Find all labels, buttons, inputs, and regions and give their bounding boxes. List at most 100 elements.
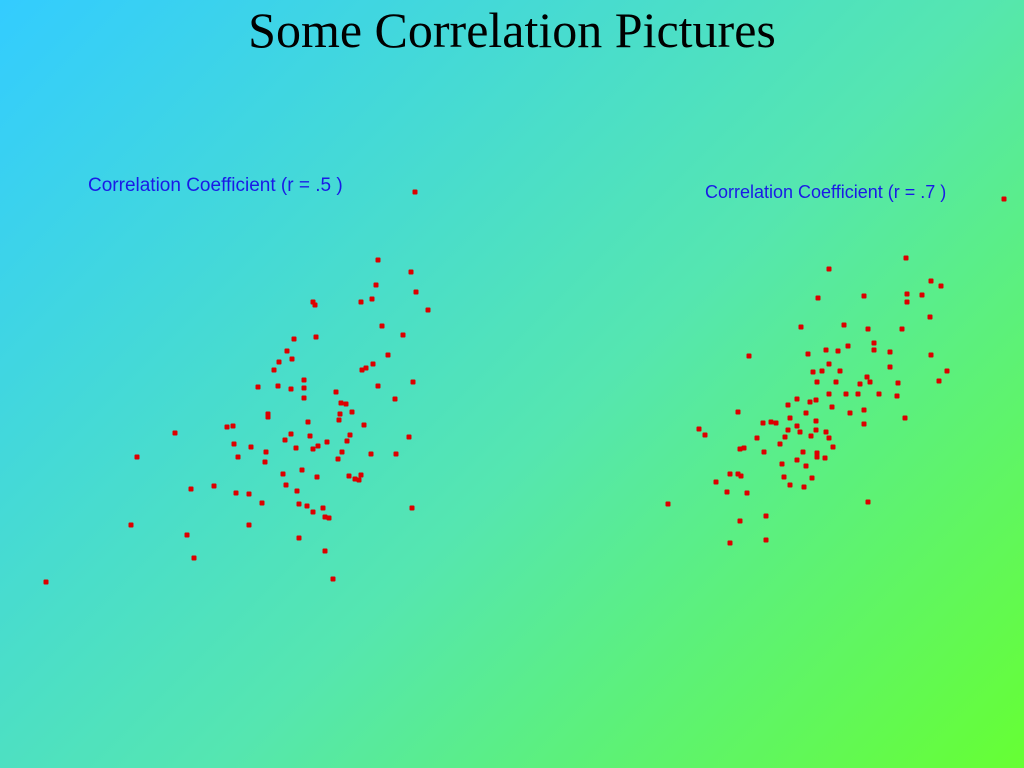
scatter-point bbox=[782, 434, 788, 440]
scatter-point bbox=[944, 368, 950, 374]
scatter-point bbox=[128, 522, 134, 528]
scatter-point bbox=[322, 548, 328, 554]
scatter-point bbox=[375, 383, 381, 389]
scatter-point bbox=[361, 422, 367, 428]
scatter-point bbox=[299, 467, 305, 473]
scatter-point bbox=[346, 473, 352, 479]
scatter-point bbox=[265, 414, 271, 420]
scatter-point bbox=[296, 501, 302, 507]
scatter-point bbox=[702, 432, 708, 438]
scatter-point bbox=[741, 445, 747, 451]
scatter-point bbox=[903, 255, 909, 261]
scatter-point bbox=[797, 429, 803, 435]
scatter-point bbox=[284, 348, 290, 354]
scatter-point bbox=[899, 326, 905, 332]
scatter-point bbox=[230, 423, 236, 429]
scatter-point bbox=[43, 579, 49, 585]
scatter-point bbox=[830, 444, 836, 450]
scatter-point bbox=[276, 359, 282, 365]
scatter-point bbox=[841, 322, 847, 328]
scatter-point bbox=[385, 352, 391, 358]
scatter-point bbox=[857, 381, 863, 387]
scatter-point bbox=[887, 364, 893, 370]
scatter-point bbox=[810, 369, 816, 375]
scatter-point bbox=[358, 299, 364, 305]
scatter-point bbox=[847, 410, 853, 416]
scatter-point bbox=[336, 417, 342, 423]
scatter-point bbox=[408, 269, 414, 275]
scatter-point bbox=[803, 410, 809, 416]
scatter-point bbox=[798, 324, 804, 330]
scatter-point bbox=[826, 266, 832, 272]
scatter-point bbox=[344, 438, 350, 444]
scatter-point bbox=[310, 446, 316, 452]
scatter-point bbox=[876, 391, 882, 397]
scatter-point bbox=[392, 396, 398, 402]
scatter-point bbox=[813, 427, 819, 433]
scatter-point bbox=[191, 555, 197, 561]
scatter-point bbox=[794, 423, 800, 429]
scatter-point bbox=[291, 336, 297, 342]
scatter-point bbox=[413, 289, 419, 295]
scatter-point bbox=[294, 488, 300, 494]
scatter-point bbox=[313, 334, 319, 340]
scatter-point bbox=[263, 449, 269, 455]
scatter-point bbox=[134, 454, 140, 460]
scatter-point bbox=[845, 343, 851, 349]
scatter-point bbox=[760, 420, 766, 426]
scatter-point bbox=[301, 395, 307, 401]
scatter-point bbox=[324, 439, 330, 445]
scatter-point bbox=[310, 299, 316, 305]
scatter-point bbox=[224, 424, 230, 430]
scatter-point bbox=[826, 391, 832, 397]
scatter-point bbox=[262, 459, 268, 465]
scatter-point bbox=[358, 472, 364, 478]
scatter-point bbox=[335, 456, 341, 462]
scatter-point bbox=[894, 393, 900, 399]
scatter-point bbox=[737, 446, 743, 452]
scatter-point bbox=[779, 461, 785, 467]
scatter-point bbox=[184, 532, 190, 538]
scatter-point bbox=[826, 435, 832, 441]
scatter-point bbox=[349, 409, 355, 415]
scatter-point bbox=[746, 353, 752, 359]
scatter-point bbox=[713, 479, 719, 485]
scatter-point bbox=[904, 299, 910, 305]
scatter-point bbox=[822, 455, 828, 461]
scatter-point bbox=[794, 457, 800, 463]
scatter-point bbox=[763, 537, 769, 543]
scatter-point bbox=[289, 356, 295, 362]
scatter-point bbox=[904, 291, 910, 297]
scatter-point bbox=[814, 454, 820, 460]
scatter-point bbox=[246, 522, 252, 528]
scatter-point bbox=[787, 415, 793, 421]
scatter-point bbox=[393, 451, 399, 457]
scatter-point bbox=[235, 454, 241, 460]
scatter-point bbox=[814, 379, 820, 385]
scatter-point bbox=[322, 514, 328, 520]
scatter-point bbox=[815, 295, 821, 301]
scatter-point bbox=[368, 451, 374, 457]
scatter-point bbox=[813, 397, 819, 403]
scatter-point bbox=[352, 476, 358, 482]
scatter-point bbox=[288, 431, 294, 437]
scatter-point bbox=[871, 340, 877, 346]
slide-title: Some Correlation Pictures bbox=[248, 2, 776, 58]
scatter-point bbox=[409, 505, 415, 511]
scatter-point bbox=[425, 307, 431, 313]
scatter-point bbox=[211, 483, 217, 489]
scatter-point bbox=[826, 361, 832, 367]
scatter-point bbox=[301, 377, 307, 383]
scatter-point bbox=[369, 296, 375, 302]
scatter-point bbox=[337, 411, 343, 417]
scatter-point bbox=[861, 293, 867, 299]
scatter-point bbox=[338, 400, 344, 406]
scatter-point bbox=[777, 441, 783, 447]
scatter-point bbox=[310, 509, 316, 515]
scatter-point bbox=[412, 189, 418, 195]
scatter-point bbox=[744, 490, 750, 496]
scatter-point bbox=[410, 379, 416, 385]
scatter-point bbox=[902, 415, 908, 421]
scatter-point bbox=[246, 491, 252, 497]
